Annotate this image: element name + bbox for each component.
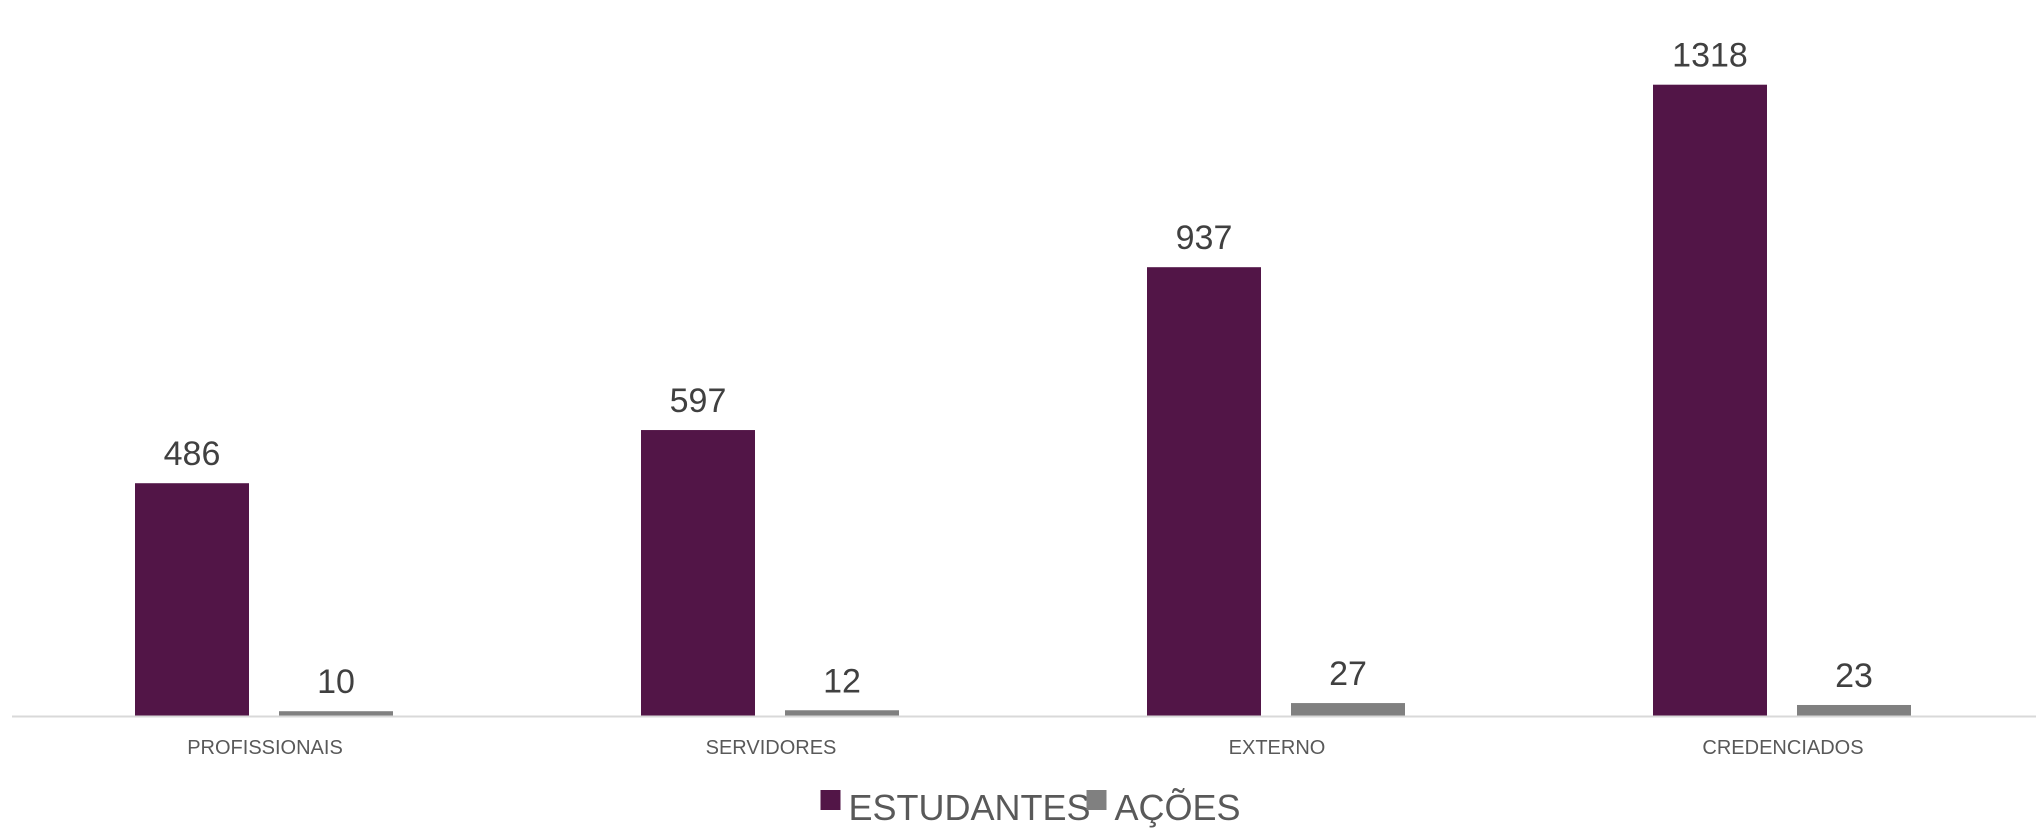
bar-acoes-profissionais [279, 711, 393, 716]
legend-item-acoes[interactable]: AÇÕES [1086, 787, 1241, 828]
bar-estudantes-servidores [641, 430, 755, 716]
legend-swatch-estudantes [820, 790, 841, 810]
data-label-estudantes-credenciados: 1318 [1672, 37, 1748, 75]
data-labels-layer: 486 10 597 12 937 27 1318 23 [164, 37, 1873, 702]
legend-label-estudantes: ESTUDANTES [849, 787, 1091, 828]
legend-label-acoes: AÇÕES [1115, 787, 1241, 828]
legend-swatch-acoes [1086, 790, 1107, 810]
bar-estudantes-externo [1147, 267, 1261, 716]
bar-acoes-credenciados [1797, 704, 1911, 716]
category-label-servidores: SERVIDORES [706, 737, 837, 759]
data-label-acoes-credenciados: 23 [1835, 657, 1873, 695]
legend-item-estudantes[interactable]: ESTUDANTES [820, 787, 1091, 828]
data-label-estudantes-externo: 937 [1176, 219, 1233, 257]
bar-estudantes-profissionais [135, 483, 249, 716]
bar-estudantes-credenciados [1653, 84, 1767, 717]
bar-acoes-externo [1291, 703, 1405, 716]
category-label-profissionais: PROFISSIONAIS [187, 737, 343, 759]
bar-acoes-servidores [785, 710, 899, 716]
legend[interactable]: ESTUDANTES AÇÕES [820, 787, 1241, 828]
data-label-estudantes-servidores: 597 [670, 382, 727, 420]
data-label-acoes-profissionais: 10 [317, 663, 355, 701]
data-label-estudantes-profissionais: 486 [164, 435, 221, 473]
bars-layer [135, 84, 1911, 717]
data-label-acoes-servidores: 12 [823, 662, 861, 700]
category-labels-layer: PROFISSIONAIS SERVIDORES EXTERNO CREDENCIAD… [187, 737, 1863, 759]
category-label-credenciados: CREDENCIADOS [1702, 737, 1863, 759]
data-label-acoes-externo: 27 [1329, 655, 1367, 693]
category-label-externo: EXTERNO [1229, 737, 1326, 759]
